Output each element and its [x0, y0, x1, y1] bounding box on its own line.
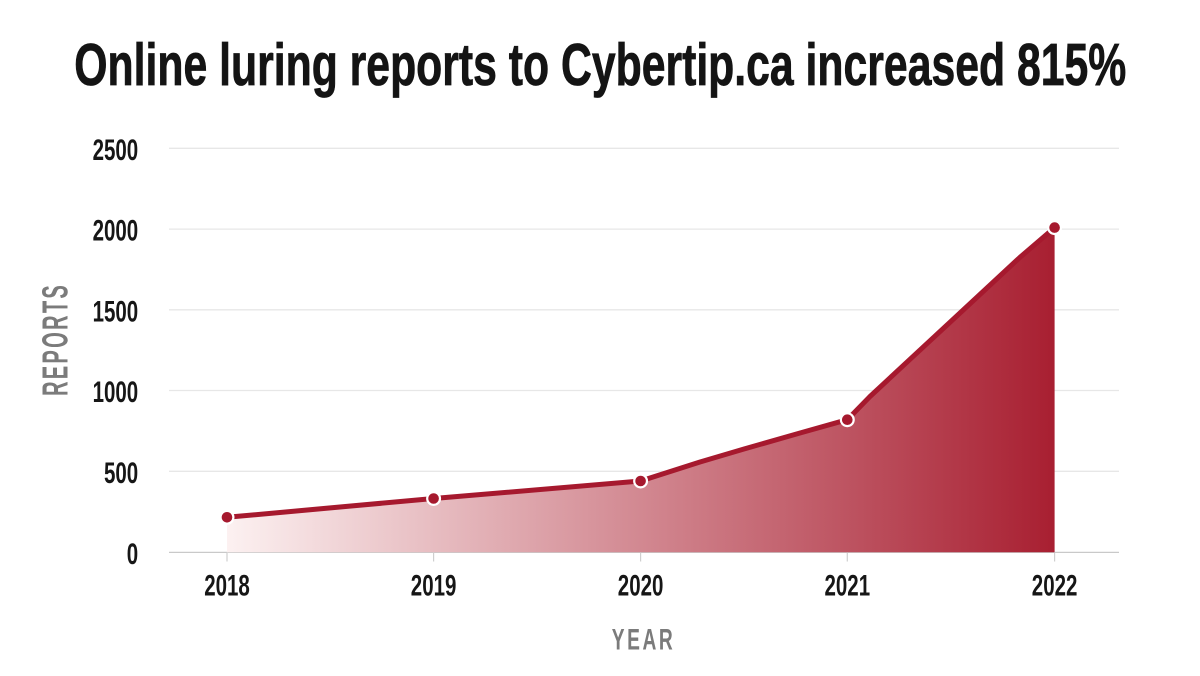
svg-text:1500: 1500 [93, 296, 139, 329]
svg-text:2500: 2500 [93, 134, 139, 167]
svg-text:0: 0 [127, 538, 138, 571]
svg-text:500: 500 [104, 457, 138, 490]
svg-text:2019: 2019 [411, 570, 457, 603]
svg-text:Online luring reports to Cyber: Online luring reports to Cybertip.ca inc… [74, 31, 1126, 97]
svg-text:2018: 2018 [204, 570, 250, 603]
svg-text:2020: 2020 [618, 570, 664, 603]
svg-text:YEAR: YEAR [612, 623, 676, 656]
svg-text:2000: 2000 [93, 215, 139, 248]
svg-text:1000: 1000 [93, 376, 139, 409]
svg-text:REPORTS: REPORTS [36, 283, 75, 396]
svg-text:2021: 2021 [825, 570, 871, 603]
svg-text:2022: 2022 [1032, 570, 1078, 603]
